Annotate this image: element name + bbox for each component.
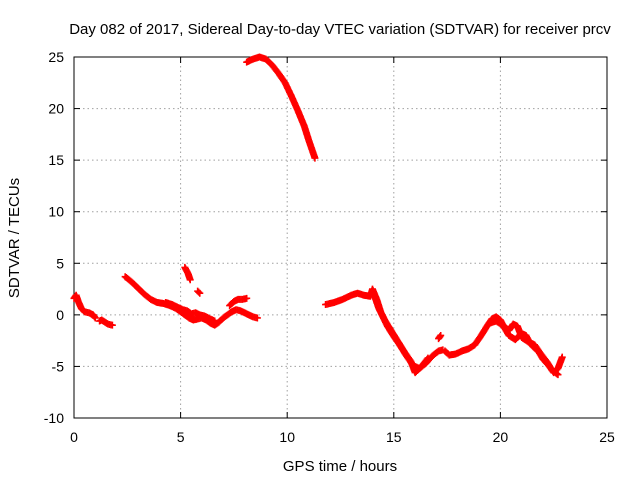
data-point [186,276,194,284]
data-point [558,353,566,361]
x-tick-label: 15 [386,429,402,445]
data-segment [181,263,194,284]
chart-title: Day 082 of 2017, Sidereal Day-to-day VTE… [69,21,611,38]
data-point-interp [553,370,561,378]
axes [73,56,608,419]
x-tick-label: 25 [599,429,615,445]
y-tick-label: 15 [48,152,64,168]
y-tick-label: -5 [52,358,65,374]
tick-labels: 0 5 10 15 20 25 -10 -5 0 5 10 15 20 25 [44,49,615,445]
x-tick-label: 5 [177,429,185,445]
plot-frame [73,56,608,419]
y-axis-label: SDTVAR / TECUs [6,178,23,298]
y-tick-label: 25 [48,49,64,65]
data-point [243,294,251,302]
data-segment [371,292,432,377]
grid [74,57,607,418]
x-tick-label: 20 [493,429,509,445]
y-tick-label: 10 [48,204,64,220]
data-series [70,53,566,379]
y-tick-label: 20 [48,101,64,117]
y-tick-label: 5 [56,255,64,271]
data-segment [435,331,445,343]
data-point [253,314,261,322]
data-segment [194,287,204,297]
data-segment [162,298,219,325]
data-segment [486,317,562,379]
data-point [424,354,432,362]
data-point [91,314,99,322]
x-axis-label: GPS time / hours [283,458,397,475]
data-point [311,154,319,162]
data-point [437,331,445,339]
data-point [554,371,562,379]
y-tick-label: -10 [44,410,64,426]
data-point [108,321,116,329]
y-tick-label: 0 [56,307,64,323]
data-segment [243,53,319,162]
data-segment [96,316,116,329]
data-point-interp [195,288,203,296]
data-point [211,317,219,325]
x-tick-label: 10 [279,429,295,445]
x-tick-label: 0 [70,429,78,445]
data-point-interp [423,355,431,363]
data-segment [70,291,99,322]
data-segment [226,294,251,310]
data-point [196,289,204,297]
